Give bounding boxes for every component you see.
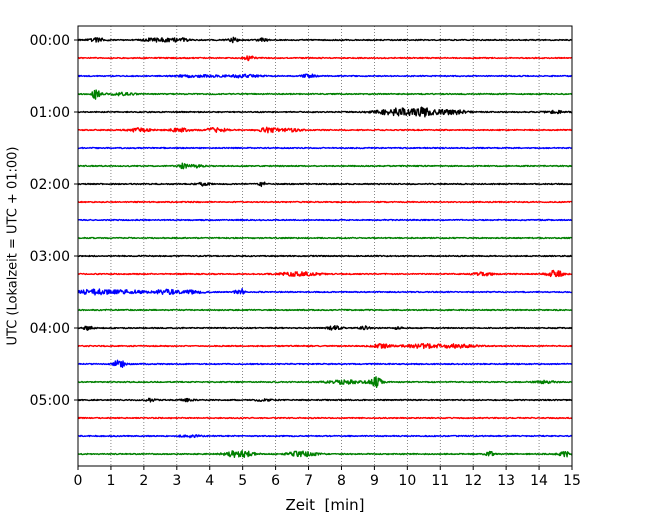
x-tick-label: 14: [530, 473, 548, 489]
y-tick-label: 01:00: [30, 105, 70, 121]
trace-line: [77, 36, 573, 44]
trace-line: [77, 376, 573, 389]
trace-line: [77, 106, 573, 118]
x-tick-label: 11: [431, 473, 449, 489]
trace-line: [77, 269, 573, 278]
y-tick-label: 02:00: [30, 177, 70, 193]
x-tick-label: 13: [497, 473, 515, 489]
y-axis-label: UTC (Lokalzeit = UTC + 01:00): [6, 147, 21, 346]
trace-line: [77, 308, 573, 312]
trace-line: [77, 218, 573, 222]
x-tick-label: 15: [563, 473, 581, 489]
trace-line: [77, 146, 573, 150]
y-tick-label: 03:00: [30, 249, 70, 265]
trace-line: [77, 200, 573, 204]
x-tick-label: 0: [74, 473, 83, 489]
x-tick-label: 5: [238, 473, 247, 489]
plot-frame: [77, 25, 573, 467]
y-axis-ticks: 00:00 01:00 02:00 03:00 04:00 05:00: [30, 33, 78, 409]
trace-line: [77, 397, 573, 403]
x-tick-label: 1: [106, 473, 115, 489]
trace-line: [77, 434, 573, 439]
x-tick-label: 8: [337, 473, 346, 489]
x-tick-label: 7: [304, 473, 313, 489]
trace-line: [77, 254, 573, 258]
trace-line: [77, 342, 573, 350]
x-axis-ticks: 0 1 2 3 4 5 6 7 8 9 10 11 12 13 14 15: [74, 466, 581, 489]
trace-line: [77, 126, 573, 134]
trace-line: [77, 287, 573, 296]
trace-line: [77, 359, 573, 368]
x-tick-label: 4: [205, 473, 214, 489]
trace-line: [77, 55, 573, 62]
x-axis-label: Zeit [min]: [285, 496, 364, 514]
trace-line: [77, 73, 573, 79]
x-tick-label: 10: [398, 473, 416, 489]
x-tick-label: 6: [271, 473, 280, 489]
x-tick-label: 3: [172, 473, 181, 489]
vertical-gridlines: [110, 26, 540, 466]
trace-line: [77, 324, 573, 331]
y-tick-label: 04:00: [30, 321, 70, 337]
y-tick-label: 05:00: [30, 393, 70, 409]
trace-line: [77, 181, 573, 188]
trace-line: [77, 416, 573, 420]
trace-line: [77, 162, 573, 170]
trace-line: [77, 236, 573, 240]
x-tick-label: 2: [139, 473, 148, 489]
trace-line: [77, 89, 573, 100]
x-tick-label: 12: [464, 473, 482, 489]
x-tick-label: 9: [370, 473, 379, 489]
y-tick-label: 00:00: [30, 33, 70, 49]
trace-line: [77, 449, 573, 459]
trace-lines: [77, 36, 573, 459]
